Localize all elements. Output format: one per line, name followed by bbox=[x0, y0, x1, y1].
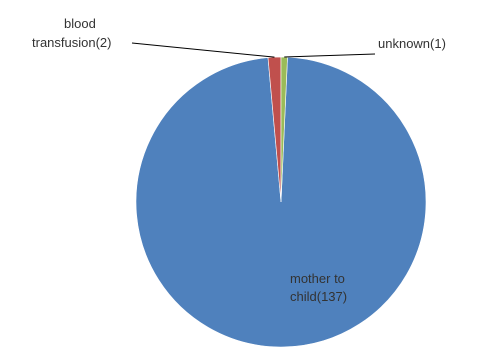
slice-label-unknown: unknown(1) bbox=[378, 36, 446, 51]
slice-label-mother-to-child-line2: child(137) bbox=[290, 289, 347, 304]
slice-label-blood-transfusion-line2: transfusion(2) bbox=[32, 35, 111, 50]
slice-label-mother-to-child: mother to child(137) bbox=[290, 271, 349, 304]
slice-label-mother-to-child-line1: mother to bbox=[290, 271, 345, 286]
slice-label-blood-transfusion: blood transfusion(2) bbox=[32, 16, 111, 50]
pie-slices bbox=[135, 56, 427, 347]
leader-line-unknown bbox=[284, 53, 376, 58]
slice-label-blood-transfusion-line1: blood bbox=[64, 16, 96, 31]
leader-lines bbox=[131, 42, 376, 58]
leader-line-blood-transfusion bbox=[131, 42, 275, 58]
slice-label-unknown-line1: unknown(1) bbox=[378, 36, 446, 51]
